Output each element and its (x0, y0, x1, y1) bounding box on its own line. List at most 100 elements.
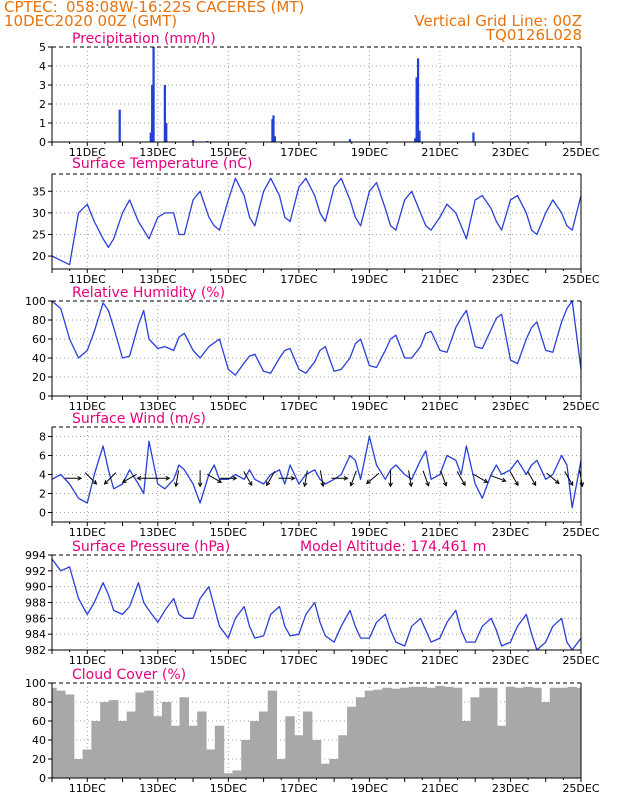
cloud-bar (479, 687, 489, 778)
wind-arrow-head (77, 475, 83, 481)
wind-arrow-head (568, 481, 574, 487)
cloud-bar (267, 690, 278, 778)
cloud-bar (161, 702, 172, 778)
header-grid-note: Vertical Grid Line: 00Z (414, 12, 582, 30)
cloud-bar (109, 700, 119, 778)
wind-arrow-shaft (422, 470, 430, 486)
wind-arrow-head (174, 482, 179, 488)
x-tick-label: 19DEC (351, 654, 388, 667)
wind-arrow-head (425, 481, 430, 487)
cloud-bar (188, 725, 198, 778)
wind-arrow-head (320, 482, 325, 488)
cloud-bar (320, 763, 331, 778)
cloud-bar (144, 690, 154, 778)
wind-arrow-head (248, 481, 253, 487)
cloud-bar (391, 688, 401, 778)
wind-arrow-shaft (509, 471, 519, 486)
y-tick-label: 60 (32, 715, 46, 728)
y-tick-label: 0 (39, 507, 46, 520)
y-tick-label: 992 (25, 565, 46, 578)
y-tick-label: 990 (25, 581, 46, 594)
wind-arrow (278, 475, 296, 481)
cloud-bar (355, 697, 366, 778)
y-tick-label: 984 (25, 628, 46, 641)
y-tick-label: 4 (39, 469, 46, 482)
cloud-bar (505, 686, 516, 778)
cloud-bar (452, 687, 463, 778)
x-tick-label: 21DEC (421, 400, 458, 413)
x-tick-label: 19DEC (351, 400, 388, 413)
x-tick-label: 11DEC (69, 400, 106, 413)
cloud-bar (64, 694, 75, 778)
x-tick-label: 15DEC (210, 273, 247, 286)
x-tick-label: 21DEC (421, 146, 458, 159)
wind-arrow-head (501, 477, 507, 483)
x-tick-label: 11DEC (69, 273, 106, 286)
x-tick-label: 13DEC (139, 146, 176, 159)
cloud-bar (417, 686, 428, 778)
x-tick-label: 15DEC (210, 526, 247, 539)
y-tick-label: 80 (32, 314, 46, 327)
y-tick-label: 20 (32, 250, 46, 263)
cloud-bar (205, 749, 216, 778)
wind-arrow-head (290, 475, 296, 481)
wind-arrow (456, 471, 466, 487)
x-tick-label: 19DEC (351, 273, 388, 286)
cloud-bar (250, 721, 260, 778)
cloud-bar (258, 711, 269, 778)
precip-bar (272, 115, 275, 142)
wind-arrow (331, 475, 349, 481)
y-tick-label: 0 (39, 136, 46, 149)
x-tick-label: 19DEC (351, 782, 388, 795)
cloud-bar (232, 770, 242, 778)
header-location: 058:08W-16:22S CACERES (MT) (66, 0, 304, 16)
wind-arrow (302, 470, 308, 488)
x-tick-label: 11DEC (69, 782, 106, 795)
precip-bar (118, 109, 121, 142)
x-tick-label: 13DEC (139, 526, 176, 539)
x-tick-label: 11DEC (69, 146, 106, 159)
wind-arrow-shaft (175, 470, 180, 487)
y-tick-label: 20 (32, 371, 46, 384)
cloud-bar (179, 697, 189, 778)
y-tick-label: 40 (32, 734, 46, 747)
wind-arrow (220, 475, 238, 481)
wind-arrow-head (388, 482, 393, 488)
wind-arrow (490, 475, 507, 483)
y-tick-label: 40 (32, 352, 46, 365)
wind-arrow-head (408, 482, 414, 488)
panel-title-precipitation: Precipitation (mm/h) (72, 31, 216, 47)
wind-arrow (579, 470, 585, 488)
wind-arrow (473, 473, 489, 483)
y-tick-label: 2 (39, 98, 46, 111)
y-tick-label: 35 (32, 185, 46, 198)
cloud-bar (373, 689, 383, 778)
x-tick-label: 15DEC (210, 782, 247, 795)
wind-arrow (422, 470, 430, 487)
precip-bar (418, 130, 421, 142)
panel-title-pressure: Surface Pressure (hPa) (72, 539, 230, 555)
y-tick-label: 60 (32, 333, 46, 346)
cloud-bar (311, 740, 322, 778)
cloud-bar (338, 735, 348, 778)
cloud-bar (223, 773, 234, 778)
x-tick-label: 21DEC (421, 782, 458, 795)
y-tick-label: 30 (32, 207, 46, 220)
wind-arrow-shaft (243, 471, 253, 486)
x-tick-label: 21DEC (421, 654, 458, 667)
wind-arrow-head (217, 478, 223, 483)
x-tick-label: 25DEC (562, 526, 599, 539)
series-line (51, 177, 582, 266)
cloud-bar (496, 725, 507, 778)
wind-arrow-head (121, 478, 127, 483)
wind-arrow-shaft (350, 470, 357, 486)
wind-arrow-head (266, 481, 271, 487)
header-source: CPTEC: (4, 0, 58, 16)
y-tick-label: 80 (32, 696, 46, 709)
wind-arrow (121, 473, 137, 483)
wind-arrow-head (442, 481, 448, 487)
wind-arrow-shaft (319, 470, 324, 487)
cloud-bar (576, 687, 581, 778)
x-tick-label: 11DEC (69, 526, 106, 539)
